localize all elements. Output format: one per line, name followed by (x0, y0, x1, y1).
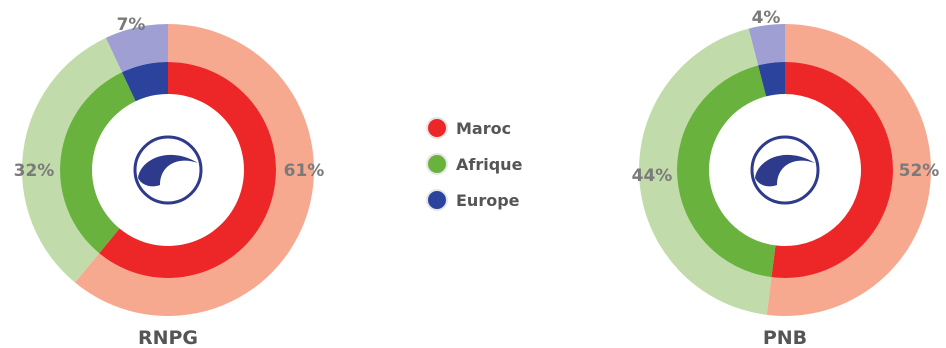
slice-label-maroc: 61% (284, 161, 325, 181)
slice-label-europe: 7% (117, 15, 146, 35)
slice-outer-afrique (639, 28, 772, 315)
legend: Maroc Afrique Europe (426, 117, 523, 211)
logo-ring-icon (750, 135, 820, 205)
legend-item-afrique: Afrique (426, 153, 523, 175)
chart-rnpg-logo (133, 135, 203, 205)
slice-inner-maroc (99, 62, 276, 278)
slice-label-europe: 4% (752, 8, 781, 28)
slice-outer-afrique (21, 37, 123, 283)
slice-inner-europe (758, 62, 785, 97)
legend-swatch-europe (426, 189, 448, 211)
legend-swatch-maroc (426, 117, 448, 139)
slice-inner-afrique (59, 72, 136, 254)
legend-label-europe: Europe (456, 191, 520, 210)
legend-label-afrique: Afrique (456, 155, 523, 174)
slice-inner-maroc (771, 62, 893, 278)
chart-pnb-slices (639, 24, 931, 316)
chart-title-pnb: PNB (763, 327, 807, 348)
slice-label-afrique: 44% (632, 166, 673, 186)
slice-outer-europe (748, 24, 785, 66)
slice-inner-europe (122, 62, 168, 102)
logo-ring-icon (133, 135, 203, 205)
chart-rnpg: 61% 32% 7% RNPG (14, 15, 325, 348)
legend-swatch-afrique (426, 153, 448, 175)
slice-outer-maroc (766, 24, 931, 316)
chart-pnb-logo (750, 135, 820, 205)
slice-outer-europe (105, 24, 168, 73)
logo-swoosh-icon (755, 154, 815, 187)
slice-label-maroc: 52% (899, 161, 940, 181)
legend-item-maroc: Maroc (426, 117, 511, 139)
slice-inner-afrique (677, 65, 776, 278)
chart-title-rnpg: RNPG (138, 327, 198, 348)
legend-label-maroc: Maroc (456, 119, 511, 138)
chart-pnb: 52% 44% 4% PNB (632, 8, 940, 348)
legend-item-europe: Europe (426, 189, 520, 211)
logo-swoosh-icon (138, 154, 198, 187)
slice-outer-maroc (74, 24, 314, 316)
slice-label-afrique: 32% (14, 161, 55, 181)
chart-rnpg-slices (21, 24, 314, 316)
